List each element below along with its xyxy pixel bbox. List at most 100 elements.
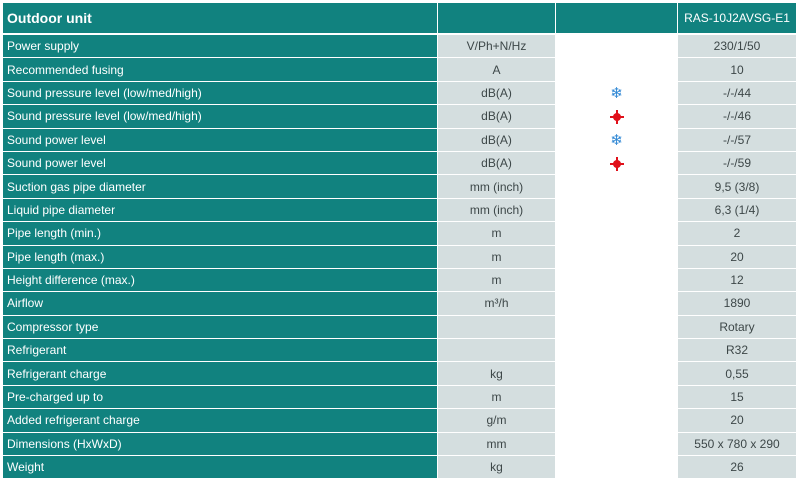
spec-label: Pipe length (max.)	[3, 245, 438, 269]
spec-label: Sound pressure level (low/med/high)	[3, 105, 438, 129]
mode-icon-cell	[556, 456, 678, 480]
spec-unit	[438, 315, 556, 340]
spec-label: Weight	[3, 456, 438, 480]
spec-label: Sound power level	[3, 151, 438, 176]
spec-label: Suction gas pipe diameter	[3, 175, 438, 199]
spec-unit: mm	[438, 432, 556, 457]
header-empty-unit-cell	[438, 3, 556, 35]
spec-unit: m	[438, 268, 556, 293]
spec-value: -/-/46	[678, 105, 797, 129]
spec-label: Pre-charged up to	[3, 385, 438, 410]
spec-unit: dB(A)	[438, 128, 556, 152]
table-row: Pipe length (max.) m 20	[3, 245, 797, 269]
spec-label: Liquid pipe diameter	[3, 198, 438, 223]
mode-icon-cell	[556, 35, 678, 59]
table-row: Height difference (max.) m 12	[3, 268, 797, 293]
spec-unit: kg	[438, 362, 556, 386]
table-row: Recommended fusing A 10	[3, 58, 797, 82]
spec-unit: g/m	[438, 409, 556, 433]
spec-value: 20	[678, 409, 797, 433]
spec-value: 0,55	[678, 362, 797, 386]
spec-table-body: Outdoor unit RAS-10J2AVSG-E1 Power suppl…	[3, 3, 797, 480]
spec-value: -/-/57	[678, 128, 797, 152]
spec-label: Refrigerant	[3, 339, 438, 363]
mode-icon-cell	[556, 432, 678, 457]
mode-icon-cell: ❄	[556, 128, 678, 152]
mode-icon-cell	[556, 222, 678, 246]
table-row: Weight kg 26	[3, 456, 797, 480]
spec-unit: dB(A)	[438, 81, 556, 106]
spec-unit: m	[438, 222, 556, 246]
table-row: Suction gas pipe diameter mm (inch) 9,5 (3…	[3, 175, 797, 199]
table-row: Airflow m³/h 1890	[3, 292, 797, 316]
spec-value: 20	[678, 245, 797, 269]
table-row: Refrigerant R32	[3, 339, 797, 363]
spec-table: Outdoor unit RAS-10J2AVSG-E1 Power suppl…	[3, 3, 797, 480]
table-row: Liquid pipe diameter mm (inch) 6,3 (1/4)	[3, 198, 797, 223]
mode-icon-cell	[556, 409, 678, 433]
table-row: Pipe length (min.) m 2	[3, 222, 797, 246]
table-row: Compressor type Rotary	[3, 315, 797, 340]
spec-label: Recommended fusing	[3, 58, 438, 82]
table-row: Sound power level dB(A) ❄ -/-/57	[3, 128, 797, 152]
spec-value: 1890	[678, 292, 797, 316]
spec-unit: m	[438, 245, 556, 269]
spec-value: -/-/44	[678, 81, 797, 106]
spec-unit: m³/h	[438, 292, 556, 316]
spec-label: Refrigerant charge	[3, 362, 438, 386]
spec-value: 9,5 (3/8)	[678, 175, 797, 199]
table-title: Outdoor unit	[3, 3, 438, 35]
spec-label: Dimensions (HxWxD)	[3, 432, 438, 457]
mode-icon-cell	[556, 268, 678, 293]
mode-icon-cell	[556, 105, 678, 129]
mode-icon-cell	[556, 385, 678, 410]
spec-label: Sound pressure level (low/med/high)	[3, 81, 438, 106]
spec-label: Airflow	[3, 292, 438, 316]
spec-unit: m	[438, 385, 556, 410]
mode-icon-cell	[556, 339, 678, 363]
spec-label: Added refrigerant charge	[3, 409, 438, 433]
mode-icon-cell	[556, 175, 678, 199]
spec-value: R32	[678, 339, 797, 363]
table-row: Sound power level dB(A) -/-/59	[3, 151, 797, 176]
mode-icon-cell	[556, 245, 678, 269]
model-name: RAS-10J2AVSG-E1	[678, 3, 797, 35]
table-header-row: Outdoor unit RAS-10J2AVSG-E1	[3, 3, 797, 35]
spec-value: 10	[678, 58, 797, 82]
spec-unit	[438, 339, 556, 363]
snowflake-icon: ❄	[610, 132, 623, 150]
spec-value: 15	[678, 385, 797, 410]
spec-value: 12	[678, 268, 797, 293]
spec-value: 550 x 780 x 290	[678, 432, 797, 457]
spec-label: Pipe length (min.)	[3, 222, 438, 246]
snowflake-icon: ❄	[610, 85, 623, 103]
spec-unit: dB(A)	[438, 105, 556, 129]
spec-value: 2	[678, 222, 797, 246]
mode-icon-cell	[556, 315, 678, 340]
table-row: Refrigerant charge kg 0,55	[3, 362, 797, 386]
spec-unit: mm (inch)	[438, 175, 556, 199]
table-row: Sound pressure level (low/med/high) dB(A)…	[3, 81, 797, 106]
spec-unit: dB(A)	[438, 151, 556, 176]
spec-unit: mm (inch)	[438, 198, 556, 223]
spec-label: Compressor type	[3, 315, 438, 340]
table-row: Added refrigerant charge g/m 20	[3, 409, 797, 433]
spec-value: -/-/59	[678, 151, 797, 176]
table-row: Power supply V/Ph+N/Hz 230/1/50	[3, 35, 797, 59]
spec-value: 26	[678, 456, 797, 480]
spec-unit: A	[438, 58, 556, 82]
spec-label: Power supply	[3, 35, 438, 59]
mode-icon-cell	[556, 58, 678, 82]
spec-label: Height difference (max.)	[3, 268, 438, 293]
mode-icon-cell	[556, 292, 678, 316]
spec-label: Sound power level	[3, 128, 438, 152]
mode-icon-cell	[556, 362, 678, 386]
spec-unit: V/Ph+N/Hz	[438, 35, 556, 59]
table-row: Dimensions (HxWxD) mm 550 x 780 x 290	[3, 432, 797, 457]
spec-value: Rotary	[678, 315, 797, 340]
mode-icon-cell	[556, 198, 678, 223]
table-row: Sound pressure level (low/med/high) dB(A)…	[3, 105, 797, 129]
header-empty-icon-cell	[556, 3, 678, 35]
sun-icon	[609, 156, 624, 171]
table-row: Pre-charged up to m 15	[3, 385, 797, 410]
